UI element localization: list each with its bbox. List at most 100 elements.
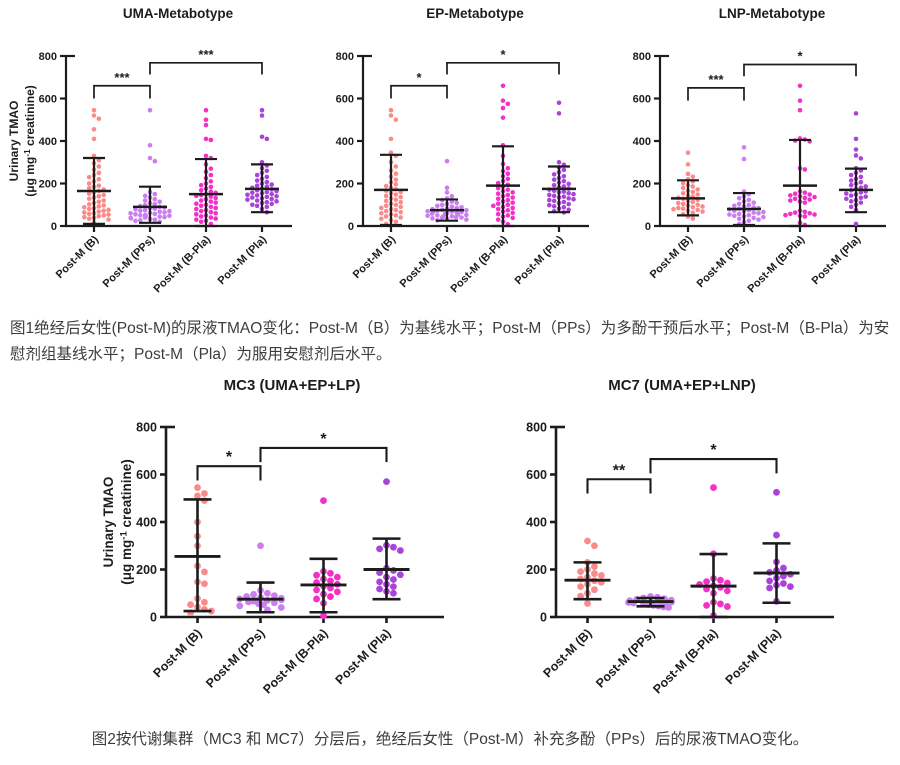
data-point bbox=[723, 587, 731, 594]
x-category-label: Post-M (Pla) bbox=[723, 626, 784, 687]
data-point bbox=[736, 201, 742, 207]
y-tick-label: 200 bbox=[136, 563, 157, 577]
data-point bbox=[198, 203, 204, 209]
data-point bbox=[269, 182, 274, 187]
data-point bbox=[393, 213, 399, 218]
data-point bbox=[96, 199, 102, 205]
data-point bbox=[96, 209, 102, 214]
data-point bbox=[333, 588, 341, 595]
data-point bbox=[277, 603, 285, 611]
data-point bbox=[393, 202, 399, 208]
data-point bbox=[264, 136, 270, 142]
data-point bbox=[732, 213, 737, 219]
data-point bbox=[566, 196, 571, 201]
significance-bracket bbox=[586, 477, 652, 494]
data-point bbox=[96, 170, 102, 176]
data-point bbox=[270, 591, 278, 599]
data-point bbox=[152, 217, 158, 222]
data-point bbox=[500, 105, 506, 111]
y-tick-label: 0 bbox=[540, 610, 547, 624]
significance-stars: * bbox=[797, 49, 803, 64]
data-point bbox=[591, 562, 598, 570]
chart-canvas: 0 200 400 600 800 Post-M (B) Post-M (PPs) Post-… bbox=[490, 397, 840, 719]
data-point bbox=[848, 172, 854, 178]
data-point bbox=[425, 208, 430, 214]
data-point bbox=[500, 83, 506, 89]
data-point bbox=[254, 183, 260, 188]
data-point bbox=[152, 196, 158, 202]
data-point bbox=[566, 201, 571, 207]
data-point bbox=[383, 203, 389, 209]
data-point bbox=[208, 184, 214, 190]
data-point bbox=[106, 207, 111, 213]
data-point bbox=[208, 194, 214, 199]
data-point bbox=[208, 179, 214, 184]
data-point bbox=[510, 205, 515, 211]
data-point bbox=[86, 196, 92, 202]
data-point bbox=[254, 178, 260, 183]
data-point bbox=[91, 107, 97, 113]
data-point bbox=[853, 221, 859, 227]
data-point bbox=[269, 201, 274, 207]
data-point bbox=[449, 213, 455, 219]
data-point bbox=[746, 197, 752, 203]
data-point bbox=[194, 206, 199, 212]
data-point bbox=[439, 215, 445, 221]
figure1-panels: UMA-Metabotype 0 200 400 600 800 Urinary TMAO… bbox=[0, 0, 900, 310]
data-point bbox=[259, 134, 265, 140]
chart-canvas: 0 200 400 600 800 Urinary TMAO (μg mg-1 creati… bbox=[6, 24, 298, 310]
data-point bbox=[260, 600, 267, 608]
data-point bbox=[505, 171, 511, 177]
data-point bbox=[788, 211, 793, 217]
figure1-caption: 图1绝经后女性(Post-M)的尿液TMAO变化：Post-M（B）为基线水平；… bbox=[10, 320, 890, 364]
y-tick-label: 0 bbox=[150, 610, 157, 624]
data-point bbox=[257, 542, 264, 549]
data-point bbox=[162, 210, 167, 215]
data-point bbox=[464, 217, 469, 222]
data-point bbox=[157, 214, 162, 219]
x-category-label: Post-M (B-Pla) bbox=[650, 626, 720, 696]
data-point bbox=[858, 190, 864, 195]
data-point bbox=[561, 194, 567, 199]
data-point bbox=[383, 198, 389, 204]
data-point bbox=[390, 589, 397, 597]
data-point bbox=[393, 219, 399, 225]
significance-bracket bbox=[446, 61, 560, 75]
data-point bbox=[274, 193, 279, 199]
data-point bbox=[213, 200, 218, 205]
data-point bbox=[194, 212, 199, 217]
data-point bbox=[853, 111, 859, 116]
data-point bbox=[398, 209, 403, 215]
data-point bbox=[393, 171, 399, 177]
panel-lnp-metabotype: LNP-Metabotype 0 200 400 600 800 Post-M (B) Po… bbox=[600, 6, 892, 310]
data-point bbox=[848, 204, 854, 210]
data-point bbox=[128, 210, 133, 216]
data-point bbox=[198, 188, 204, 193]
data-point bbox=[858, 200, 864, 205]
data-point bbox=[142, 193, 148, 199]
data-point bbox=[751, 215, 756, 221]
data-point bbox=[203, 122, 209, 128]
x-category-label: Post-M (B) bbox=[541, 626, 595, 680]
data-point bbox=[203, 136, 209, 142]
data-point bbox=[556, 111, 562, 116]
data-point bbox=[491, 203, 496, 209]
data-point bbox=[690, 216, 696, 221]
data-point bbox=[208, 166, 214, 171]
x-category-label: Post-M (PPs) bbox=[398, 233, 455, 290]
data-point bbox=[96, 204, 102, 209]
data-point bbox=[82, 214, 87, 220]
data-point bbox=[147, 142, 153, 148]
data-point bbox=[198, 182, 204, 188]
data-point bbox=[802, 195, 808, 201]
data-point bbox=[797, 107, 803, 113]
y-tick-label: 800 bbox=[336, 51, 354, 63]
data-point bbox=[194, 217, 199, 222]
data-point bbox=[250, 590, 257, 598]
data-point bbox=[439, 202, 445, 208]
data-point bbox=[732, 203, 737, 209]
data-point bbox=[435, 203, 440, 209]
data-point bbox=[194, 483, 201, 491]
data-point bbox=[464, 207, 469, 213]
